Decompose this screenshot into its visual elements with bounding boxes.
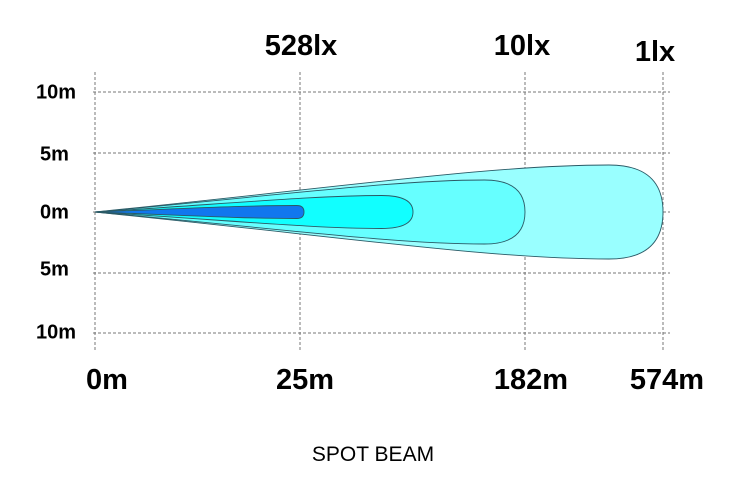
distance-label-574m: 574m <box>629 364 705 396</box>
beam-contours <box>94 164 664 260</box>
lateral-label-10m-right: 10m <box>36 321 77 344</box>
lateral-label-5m-left: 5m <box>40 143 69 166</box>
lux-label-10: 10lx <box>493 30 551 62</box>
lateral-label-5m-right: 5m <box>40 258 69 281</box>
lateral-label-0m: 0m <box>40 201 69 224</box>
distance-label-182m: 182m <box>493 364 569 396</box>
distance-label-25m: 25m <box>275 364 335 396</box>
diagram-title: SPOT BEAM <box>311 443 435 466</box>
lux-label-1: 1lx <box>634 36 676 68</box>
contour-528lx <box>94 205 305 219</box>
lux-label-528: 528lx <box>264 30 338 62</box>
lateral-label-10m-left: 10m <box>36 81 77 104</box>
distance-label-0m: 0m <box>86 364 128 396</box>
